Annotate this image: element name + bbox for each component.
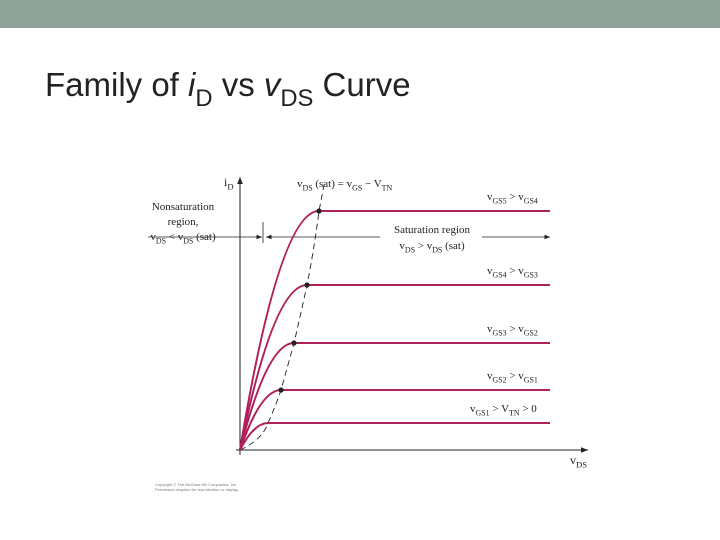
id-curve bbox=[239, 284, 550, 451]
nonsaturation-label: vDS < vDS (sat) bbox=[150, 231, 216, 245]
id-curve bbox=[239, 389, 550, 451]
text-part: DS bbox=[183, 236, 193, 245]
diagram bbox=[148, 177, 588, 455]
text-part: > v bbox=[507, 370, 525, 382]
text-part: v bbox=[297, 178, 303, 190]
text-part: D bbox=[195, 85, 212, 112]
saturation-label: Saturation region bbox=[394, 224, 471, 236]
text-part: v bbox=[487, 323, 493, 335]
text-part: D bbox=[227, 182, 233, 192]
top-bar bbox=[0, 0, 720, 28]
text-part: Family of bbox=[45, 66, 188, 103]
nonsaturation-label: region, bbox=[168, 216, 199, 228]
text-part: TN bbox=[382, 183, 393, 192]
saturation-label: vDS > vDS (sat) bbox=[399, 240, 465, 254]
text-part: DS bbox=[405, 245, 415, 254]
text-part: v bbox=[470, 403, 476, 415]
text-part: Curve bbox=[313, 66, 410, 103]
text-part: (sat) = v bbox=[313, 178, 353, 190]
knee-dot bbox=[291, 340, 297, 346]
text-part: DS bbox=[156, 236, 166, 245]
text-part: > V bbox=[490, 403, 510, 415]
text-part: GS3 bbox=[524, 270, 538, 279]
text-part: region, bbox=[168, 216, 199, 228]
text-part: DS bbox=[303, 183, 313, 192]
text-part: > v bbox=[507, 265, 525, 277]
text-part: > v bbox=[507, 191, 525, 203]
copyright: Copyright © The McGraw-Hill Companies, I… bbox=[155, 482, 237, 487]
text-part: v bbox=[487, 191, 493, 203]
text-part: GS2 bbox=[493, 375, 507, 384]
text-part: v bbox=[570, 453, 576, 467]
text-part: v bbox=[264, 66, 283, 103]
text-part: v bbox=[487, 265, 493, 277]
text-part: GS1 bbox=[524, 375, 538, 384]
text-part: < v bbox=[166, 231, 184, 243]
boundary-label: vDS (sat) = vGS − VTN bbox=[297, 178, 393, 192]
curve-label: vGS2 > vGS1 bbox=[487, 370, 538, 384]
text-part: GS4 bbox=[524, 196, 538, 205]
curve-label: vGS5 > vGS4 bbox=[487, 191, 538, 205]
curve-label: vGS4 > vGS3 bbox=[487, 265, 538, 279]
text-part: v bbox=[487, 370, 493, 382]
knee-dot bbox=[278, 387, 284, 393]
text-part: DS bbox=[576, 460, 587, 470]
text-part: vs bbox=[213, 66, 264, 103]
id-curve bbox=[239, 342, 550, 451]
text-part: DS bbox=[280, 85, 313, 112]
id-curve bbox=[239, 422, 550, 451]
text-part: GS bbox=[352, 183, 362, 192]
text-part: DS bbox=[432, 245, 442, 254]
knee-dot bbox=[316, 208, 322, 214]
knee-dot bbox=[304, 282, 310, 288]
text-part: Nonsaturation bbox=[152, 201, 215, 213]
boundary-curve bbox=[239, 179, 326, 451]
text-part: i bbox=[188, 66, 197, 103]
text-part: (sat) bbox=[193, 231, 216, 243]
text-part: i bbox=[224, 175, 228, 189]
text-part: (sat) bbox=[442, 240, 465, 252]
text-part: > 0 bbox=[520, 403, 538, 415]
id-curve bbox=[239, 210, 550, 451]
text-part: TN bbox=[509, 408, 520, 417]
text-part: GS3 bbox=[493, 328, 507, 337]
slide-title: Family of iD vs vDS Curve bbox=[45, 66, 411, 112]
copyright: Permission required for reproduction or … bbox=[155, 487, 239, 492]
text-part: > v bbox=[415, 240, 433, 252]
text-part: GS2 bbox=[524, 328, 538, 337]
text-part: GS1 bbox=[476, 408, 490, 417]
text-part: GS4 bbox=[493, 270, 507, 279]
text-part: v bbox=[150, 231, 156, 243]
curve-label: vGS1 > VTN > 0 bbox=[470, 403, 537, 417]
text-part: GS5 bbox=[493, 196, 507, 205]
text-part: Saturation region bbox=[394, 224, 471, 236]
text-part: − V bbox=[362, 178, 382, 190]
curve-label: vGS3 > vGS2 bbox=[487, 323, 538, 337]
text-part: v bbox=[399, 240, 405, 252]
nonsaturation-label: Nonsaturation bbox=[152, 201, 215, 213]
text-part: > v bbox=[507, 323, 525, 335]
x-axis-label: vDS bbox=[570, 453, 587, 470]
y-axis-label: iD bbox=[224, 175, 234, 192]
